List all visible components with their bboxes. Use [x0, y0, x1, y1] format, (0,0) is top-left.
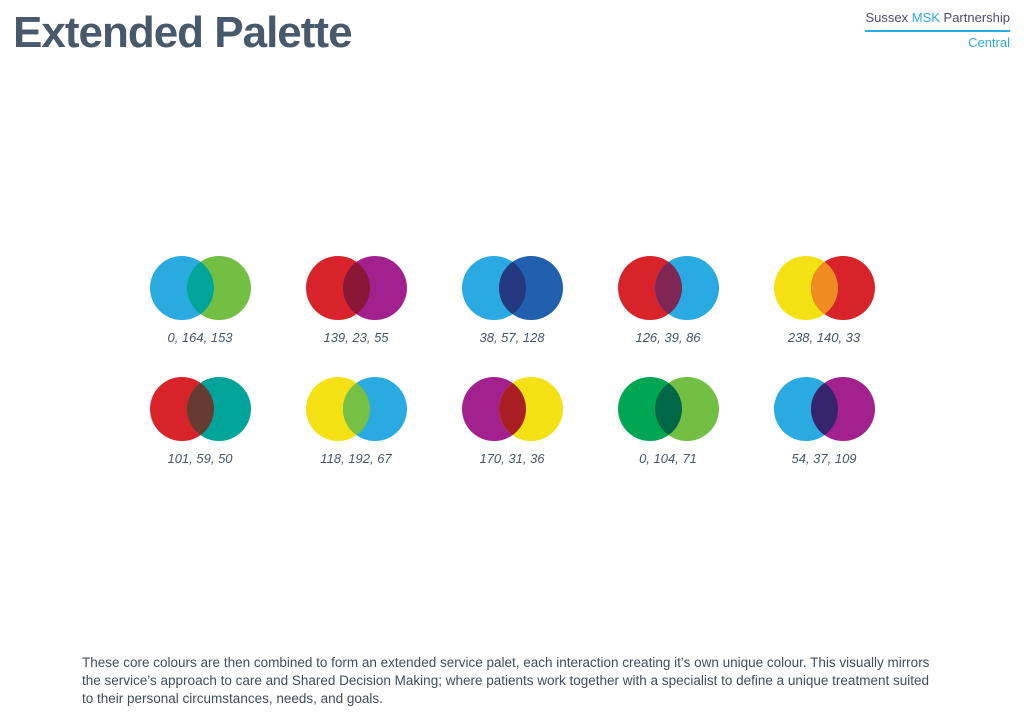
- venn-pair: 38, 57, 128: [434, 256, 590, 345]
- venn-diagram: [149, 377, 251, 441]
- brand-logo: Sussex MSK Partnership Central: [865, 10, 1010, 50]
- venn-diagram: [305, 377, 407, 441]
- venn-pair: 170, 31, 36: [434, 377, 590, 466]
- venn-pair: 238, 140, 33: [746, 256, 902, 345]
- overlap-lens: [654, 256, 682, 320]
- brand-name-sussex: Sussex: [865, 10, 912, 25]
- palette-row: 0, 164, 153 139, 23, 55 38, 57, 128 126, 39…: [122, 256, 902, 345]
- brand-name-msk: MSK: [911, 10, 940, 25]
- overlap-lens: [810, 377, 838, 441]
- overlap-lens: [186, 377, 214, 441]
- venn-label: 38, 57, 128: [479, 330, 545, 345]
- palette-row: 101, 59, 50 118, 192, 67 170, 31, 36 0, 104…: [122, 377, 902, 466]
- venn-pair: 0, 104, 71: [590, 377, 746, 466]
- venn-pair: 118, 192, 67: [278, 377, 434, 466]
- overlap-lens: [654, 377, 682, 441]
- brand-logo-line1: Sussex MSK Partnership: [865, 10, 1010, 32]
- overlap-lens: [498, 256, 526, 320]
- venn-pair: 126, 39, 86: [590, 256, 746, 345]
- venn-label: 54, 37, 109: [791, 451, 857, 466]
- venn-label: 101, 59, 50: [167, 451, 233, 466]
- brand-name-partnership: Partnership: [939, 10, 1010, 25]
- venn-pair: 54, 37, 109: [746, 377, 902, 466]
- extended-palette-grid: 0, 164, 153 139, 23, 55 38, 57, 128 126, 39…: [122, 256, 902, 466]
- venn-pair: 0, 164, 153: [122, 256, 278, 345]
- venn-label: 0, 164, 153: [167, 330, 233, 345]
- page-title: Extended Palette: [13, 8, 353, 57]
- venn-label: 0, 104, 71: [639, 451, 697, 466]
- venn-label: 139, 23, 55: [323, 330, 389, 345]
- venn-diagram: [461, 256, 563, 320]
- venn-diagram: [617, 377, 719, 441]
- venn-pair: 101, 59, 50: [122, 377, 278, 466]
- venn-diagram: [149, 256, 251, 320]
- venn-pair: 139, 23, 55: [278, 256, 434, 345]
- description-text: These core colours are then combined to …: [82, 655, 930, 706]
- venn-label: 118, 192, 67: [320, 451, 392, 466]
- brand-region-label: Central: [968, 34, 1010, 50]
- venn-diagram: [773, 256, 875, 320]
- overlap-lens: [342, 256, 370, 320]
- overlap-lens: [498, 377, 526, 441]
- venn-diagram: [617, 256, 719, 320]
- overlap-lens: [186, 256, 214, 320]
- overlap-lens: [810, 256, 838, 320]
- overlap-lens: [342, 377, 370, 441]
- venn-diagram: [461, 377, 563, 441]
- venn-diagram: [305, 256, 407, 320]
- venn-label: 126, 39, 86: [635, 330, 701, 345]
- venn-label: 238, 140, 33: [787, 330, 861, 345]
- venn-label: 170, 31, 36: [479, 451, 545, 466]
- venn-diagram: [773, 377, 875, 441]
